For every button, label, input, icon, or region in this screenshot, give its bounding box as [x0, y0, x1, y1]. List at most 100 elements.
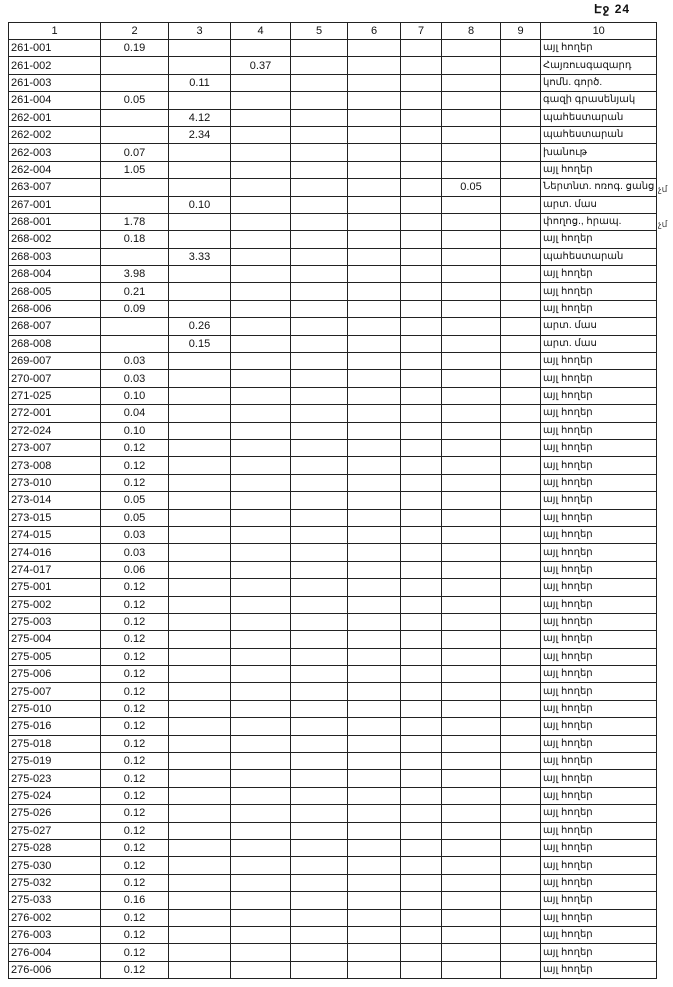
area-cell-col3: [168, 421, 231, 440]
area-cell-col8: [441, 352, 501, 371]
area-cell-col4: [230, 212, 291, 232]
area-cell-col8: [441, 212, 501, 232]
area-cell-col5: [290, 73, 348, 93]
area-cell-col2: 0.12: [100, 647, 169, 667]
area-cell-col8: [441, 143, 501, 162]
land-use-cell: այլ հողեր: [539, 647, 658, 667]
area-cell-col8: [441, 491, 501, 510]
table-row: 268-001 1.78 փողոց., հրապ.: [8, 212, 658, 232]
area-cell-col4: [230, 908, 291, 927]
area-cell-col6: [347, 91, 401, 110]
area-cell-col6: [347, 230, 401, 249]
area-cell-col8: [441, 508, 501, 527]
area-cell-col4: [230, 369, 291, 388]
area-cell-col6: [347, 560, 401, 580]
land-use-cell: արտ. մաս: [539, 195, 658, 214]
area-cell-col6: [347, 38, 401, 58]
area-cell-col7: [400, 752, 442, 771]
area-cell-col8: [441, 299, 501, 319]
table-row: 275-026 0.12 այլ հողեր: [8, 804, 658, 823]
area-cell-col5: [290, 491, 348, 510]
table-row: 262-001 4.12 պահեստարան: [8, 108, 658, 127]
area-cell-col2: 0.10: [100, 386, 169, 406]
area-cell-col6: [347, 73, 401, 93]
land-use-cell: այլ հողեր: [539, 595, 658, 614]
area-cell-col4: [230, 491, 291, 510]
area-cell-col3: [168, 856, 231, 875]
area-cell-col9: [500, 856, 541, 875]
land-use-cell: այլ հողեր: [539, 230, 658, 249]
area-cell-col7: [400, 230, 442, 249]
area-cell-col6: [347, 508, 401, 527]
area-cell-col3: 0.15: [168, 334, 231, 354]
area-cell-col3: [168, 595, 231, 614]
header-row: 1 2 3 4 5 6 7 8 9 10: [8, 22, 658, 40]
area-cell-col7: [400, 508, 442, 527]
area-cell-col6: [347, 682, 401, 701]
area-cell-col7: [400, 456, 442, 475]
land-use-cell: այլ հողեր: [539, 908, 658, 927]
land-use-cell: այլ հողեր: [539, 682, 658, 701]
area-cell-col6: [347, 299, 401, 319]
table-row: 276-004 0.12 այլ հողեր: [8, 943, 658, 962]
parcel-code-cell: 274-015: [8, 525, 101, 545]
parcel-code-cell: 275-024: [8, 786, 101, 806]
area-cell-col4: [230, 786, 291, 806]
area-cell-col4: [230, 856, 291, 875]
land-use-cell: այլ հողեր: [539, 769, 658, 788]
area-cell-col2: 0.12: [100, 734, 169, 754]
land-use-cell: կոմն. գործ.: [539, 73, 658, 93]
parcel-code-cell: 272-024: [8, 421, 101, 440]
area-cell-col5: [290, 334, 348, 354]
area-cell-col6: [347, 265, 401, 284]
area-cell-col6: [347, 665, 401, 684]
column-header-4: 4: [230, 22, 291, 40]
area-cell-col9: [500, 352, 541, 371]
area-cell-col7: [400, 856, 442, 875]
table-row: 276-002 0.12 այլ հողեր: [8, 908, 658, 927]
area-cell-col2: 0.12: [100, 925, 169, 945]
area-cell-col4: [230, 108, 291, 127]
area-cell-col2: 0.12: [100, 943, 169, 962]
area-cell-col9: [500, 508, 541, 527]
area-cell-col4: [230, 125, 291, 145]
area-cell-col5: [290, 578, 348, 597]
area-cell-col9: [500, 769, 541, 788]
area-cell-col8: [441, 665, 501, 684]
area-cell-col8: [441, 473, 501, 493]
area-cell-col4: [230, 265, 291, 284]
area-cell-col8: [441, 265, 501, 284]
area-cell-col3: [168, 299, 231, 319]
area-cell-col4: [230, 891, 291, 910]
area-cell-col6: [347, 578, 401, 597]
table-row: 275-024 0.12 այլ հողեր: [8, 786, 658, 806]
area-cell-col5: [290, 665, 348, 684]
area-cell-col5: [290, 734, 348, 754]
area-cell-col9: [500, 752, 541, 771]
area-cell-col4: [230, 560, 291, 580]
area-cell-col4: [230, 925, 291, 945]
area-cell-col6: [347, 108, 401, 127]
land-use-cell: պահեստարան: [539, 108, 658, 127]
parcel-code-cell: 268-004: [8, 265, 101, 284]
area-cell-col3: [168, 91, 231, 110]
land-use-cell: այլ հողեր: [539, 265, 658, 284]
parcel-code-cell: 261-002: [8, 56, 101, 75]
area-cell-col8: [441, 560, 501, 580]
area-cell-col6: [347, 891, 401, 910]
table-row: 268-006 0.09 այլ հողեր: [8, 299, 658, 319]
area-cell-col5: [290, 682, 348, 701]
area-cell-col5: [290, 265, 348, 284]
area-cell-col3: [168, 212, 231, 232]
area-cell-col8: [441, 282, 501, 301]
area-cell-col7: [400, 73, 442, 93]
parcel-code-cell: 267-001: [8, 195, 101, 214]
area-cell-col2: 1.78: [100, 212, 169, 232]
area-cell-col5: [290, 195, 348, 214]
area-cell-col5: [290, 125, 348, 145]
land-use-cell: արտ. մաս: [539, 317, 658, 336]
parcel-code-cell: 275-028: [8, 838, 101, 858]
parcel-code-cell: 269-007: [8, 352, 101, 371]
area-cell-col6: [347, 334, 401, 354]
table-row: 268-008 0.15 արտ. մաս: [8, 334, 658, 354]
